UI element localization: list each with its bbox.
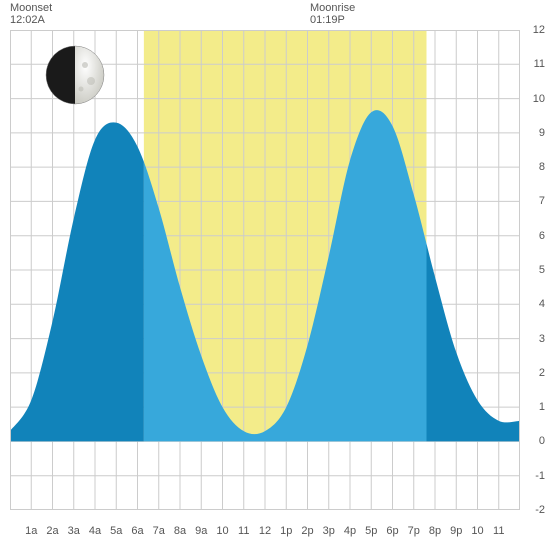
y-tick-label: 11	[534, 58, 545, 70]
tide-chart-wrapper: Moonset 12:02A Moonrise 01:19P -2-101234…	[0, 0, 550, 550]
y-tick-label: 9	[539, 127, 545, 139]
moonset-time: 12:02A	[10, 14, 45, 26]
x-tick-label: 3p	[323, 525, 335, 537]
x-tick-label: 10	[216, 525, 228, 537]
x-tick-label: 5a	[110, 525, 122, 537]
y-tick-label: 12	[533, 24, 545, 36]
x-tick-label: 4a	[89, 525, 101, 537]
y-tick-label: 4	[539, 298, 545, 310]
y-tick-label: 10	[533, 93, 545, 105]
y-tick-label: 7	[539, 195, 545, 207]
y-tick-label: 8	[539, 161, 545, 173]
x-tick-label: 11	[493, 525, 504, 537]
y-tick-label: 6	[539, 230, 545, 242]
x-tick-label: 2p	[301, 525, 313, 537]
x-tick-label: 2a	[46, 525, 58, 537]
x-tick-label: 6p	[386, 525, 398, 537]
x-tick-label: 9a	[195, 525, 207, 537]
x-tick-label: 11	[238, 525, 249, 537]
y-tick-label: 5	[539, 264, 545, 276]
x-tick-label: 5p	[365, 525, 377, 537]
y-tick-label: -1	[535, 470, 545, 482]
y-tick-label: 2	[539, 367, 545, 379]
x-tick-label: 6a	[131, 525, 143, 537]
chart-header: Moonset 12:02A Moonrise 01:19P	[0, 0, 550, 30]
y-tick-label: 0	[539, 435, 545, 447]
x-tick-label: 9p	[450, 525, 462, 537]
x-tick-label: 4p	[344, 525, 356, 537]
x-tick-label: 1p	[280, 525, 292, 537]
x-tick-label: 7p	[408, 525, 420, 537]
x-tick-label: 8a	[174, 525, 186, 537]
moon-phase-icon	[45, 45, 105, 105]
x-tick-label: 8p	[429, 525, 441, 537]
x-tick-label: 7a	[153, 525, 165, 537]
y-tick-label: -2	[535, 504, 545, 516]
x-tick-label: 3a	[68, 525, 80, 537]
x-axis: 1a 2a 3a 4a 5a 6a 7a 8a 9a 10 11 12 1p 2p 3p 4p 5p 6p 7p 8p…	[10, 525, 520, 545]
y-tick-label: 1	[539, 401, 545, 413]
moonset-label: Moonset	[10, 2, 52, 14]
x-tick-label: 12	[259, 525, 271, 537]
moonrise-time: 01:19P	[310, 14, 345, 26]
moonrise-label: Moonrise	[310, 2, 355, 14]
x-tick-label: 10	[471, 525, 483, 537]
y-axis: -2-10123456789101112	[520, 30, 545, 510]
y-tick-label: 3	[539, 333, 545, 345]
x-tick-label: 1a	[25, 525, 37, 537]
